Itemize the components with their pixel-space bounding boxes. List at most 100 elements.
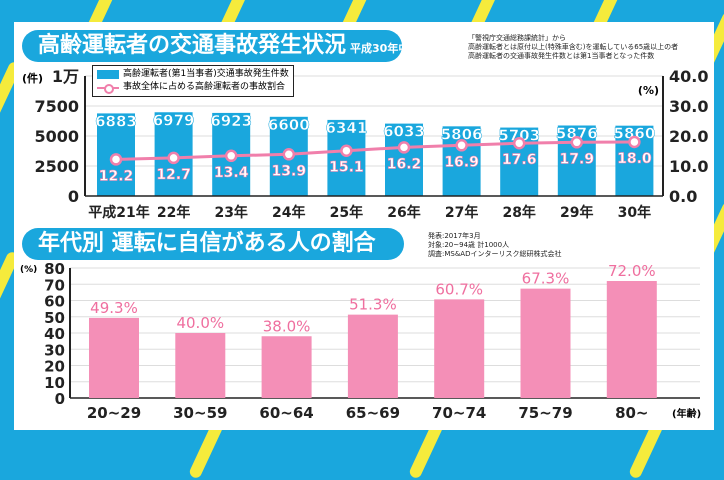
bar-value-label: 5876 bbox=[556, 124, 598, 142]
bar bbox=[606, 281, 657, 398]
y-tick: 30 bbox=[44, 341, 65, 359]
bar-value-label: 6341 bbox=[326, 119, 368, 137]
y-tick: 20 bbox=[44, 358, 65, 376]
top-title-pill: 高齢運転者の交通事故発生状況 平成30年中 bbox=[22, 30, 409, 62]
y-left-tick: 2500 bbox=[34, 157, 79, 176]
line-value-label: 16.2 bbox=[387, 156, 422, 172]
y-tick: 70 bbox=[44, 276, 65, 294]
bar-value-label: 5860 bbox=[614, 125, 656, 143]
bar bbox=[520, 288, 571, 398]
y-tick: 10 bbox=[44, 374, 65, 392]
line-point bbox=[397, 141, 411, 154]
line-value-label: 13.4 bbox=[214, 165, 249, 181]
line-swatch bbox=[97, 83, 119, 94]
bar-value-label: 6033 bbox=[383, 123, 425, 141]
line-point bbox=[512, 136, 526, 150]
line-value-label: 17.9 bbox=[560, 151, 595, 167]
top-notes: 「警視庁交通総務課統計」から 高齢運転者とは原付以上(特殊車含む)を運転している… bbox=[468, 34, 678, 61]
bar bbox=[434, 299, 485, 398]
legend-item-bar: 高齢運転者(第1当事者)交通事故発生件数 bbox=[97, 68, 289, 81]
x-tick-label: 30~59 bbox=[173, 404, 227, 422]
y-left-tick: 0 bbox=[68, 187, 79, 206]
bar-value-label: 6600 bbox=[268, 116, 310, 134]
line-value-label: 13.9 bbox=[272, 163, 307, 179]
bar-value-label: 5703 bbox=[498, 127, 540, 145]
bottom-notes: 発表:2017年3月 対象:20~94歳 計1000人 調査:MS&ADインター… bbox=[428, 232, 561, 259]
bar bbox=[175, 333, 226, 398]
x-tick-label: 65~69 bbox=[346, 404, 400, 422]
y-right-tick: 20.0 bbox=[669, 127, 708, 146]
bar bbox=[347, 314, 398, 398]
line-value-label: 17.6 bbox=[502, 152, 537, 168]
line-point bbox=[167, 151, 180, 165]
note: 調査:MS&ADインターリスク総研株式会社 bbox=[428, 250, 562, 258]
line-point bbox=[570, 136, 584, 149]
bar bbox=[385, 123, 423, 196]
line-value-label: 16.9 bbox=[444, 154, 479, 170]
bottom-title: 年代別 運転に自信がある人の割合 bbox=[38, 231, 376, 256]
y-tick: 60 bbox=[44, 293, 65, 311]
note: 発表:2017年3月 bbox=[428, 232, 481, 240]
x-tick-label: 29年 bbox=[560, 204, 593, 221]
y-right-tick: 30.0 bbox=[669, 97, 708, 116]
legend-label: 高齢運転者(第1当事者)交通事故発生件数 bbox=[123, 69, 289, 79]
y-tick: 40 bbox=[44, 325, 65, 343]
x-tick-label: 20~29 bbox=[87, 404, 141, 422]
y-left-tick: 1万 bbox=[52, 67, 79, 86]
bar bbox=[89, 317, 139, 398]
y-right-label: (%) bbox=[638, 84, 659, 97]
y-left-label: (件) bbox=[22, 71, 43, 85]
legend-item-line: 事故全体に占める高齢運転者の事故割合 bbox=[97, 81, 289, 94]
bar-value-label: 72.0% bbox=[608, 262, 656, 280]
y-tick: 0 bbox=[55, 390, 65, 408]
x-tick-label: 23年 bbox=[214, 204, 247, 221]
line-value-label: 12.2 bbox=[99, 168, 134, 184]
bottom-title-pill: 年代別 運転に自信がある人の割合 bbox=[22, 228, 404, 260]
x-tick-label: 26年 bbox=[387, 204, 420, 221]
bar bbox=[261, 336, 312, 398]
y-right-tick: 0.0 bbox=[669, 187, 697, 206]
ratio-line bbox=[115, 140, 635, 161]
bar-value-label: 38.0% bbox=[263, 317, 311, 335]
line-point bbox=[282, 148, 296, 161]
chart-legend: 高齢運転者(第1当事者)交通事故発生件数 事故全体に占める高齢運転者の事故割合 bbox=[92, 65, 294, 97]
bar bbox=[327, 119, 366, 196]
bar-value-label: 67.3% bbox=[522, 270, 570, 288]
line-point bbox=[628, 135, 641, 149]
x-tick-label: 平成21年 bbox=[88, 204, 149, 221]
y-left-tick: 5000 bbox=[34, 127, 79, 146]
line-value-label: 18.0 bbox=[617, 151, 652, 167]
bar-value-label: 6923 bbox=[210, 112, 252, 130]
bar-value-label: 49.3% bbox=[90, 299, 138, 317]
bar-value-label: 60.7% bbox=[435, 280, 483, 298]
note: 対象:20~94歳 計1000人 bbox=[428, 241, 510, 249]
note: 高齢運転者の交通事故発生件数とは第1当事者となった件数 bbox=[468, 52, 655, 60]
charts-svg: 0 0.0 2500 10.0 5000 20.0 7500 30.0 1万 40.0 (件) (%)… bbox=[20, 67, 708, 422]
x-tick-label: 70~74 bbox=[432, 404, 486, 422]
x-tick-label: 30年 bbox=[618, 204, 651, 221]
y-label: (%) bbox=[20, 265, 37, 275]
bar-swatch bbox=[97, 70, 119, 79]
y-tick: 80 bbox=[44, 260, 65, 278]
y-right-tick: 10.0 bbox=[669, 157, 708, 176]
x-tick-label: 22年 bbox=[157, 204, 190, 221]
x-tick-label: 28年 bbox=[502, 204, 535, 221]
y-left-tick: 7500 bbox=[34, 97, 79, 116]
x-label: (年齢) bbox=[672, 407, 701, 420]
x-tick-label: 80~ bbox=[615, 404, 648, 422]
bar-value-label: 5806 bbox=[441, 125, 483, 143]
line-point bbox=[224, 149, 238, 163]
bar-value-label: 6979 bbox=[153, 111, 195, 129]
bar bbox=[442, 126, 481, 196]
legend-label: 事故全体に占める高齢運転者の事故割合 bbox=[123, 82, 286, 92]
bar-value-label: 51.3% bbox=[349, 296, 397, 314]
line-point bbox=[340, 144, 353, 157]
top-title: 高齢運転者の交通事故発生状況 bbox=[38, 33, 347, 58]
bar-value-label: 40.0% bbox=[176, 314, 224, 332]
top-subtitle: 平成30年中 bbox=[350, 42, 410, 55]
line-point bbox=[109, 153, 123, 166]
line-value-label: 12.7 bbox=[156, 167, 191, 183]
x-tick-label: 27年 bbox=[445, 204, 478, 221]
line-point bbox=[455, 139, 468, 152]
note: 高齢運転者とは原付以上(特殊車含む)を運転している65歳以上の者 bbox=[468, 43, 679, 51]
